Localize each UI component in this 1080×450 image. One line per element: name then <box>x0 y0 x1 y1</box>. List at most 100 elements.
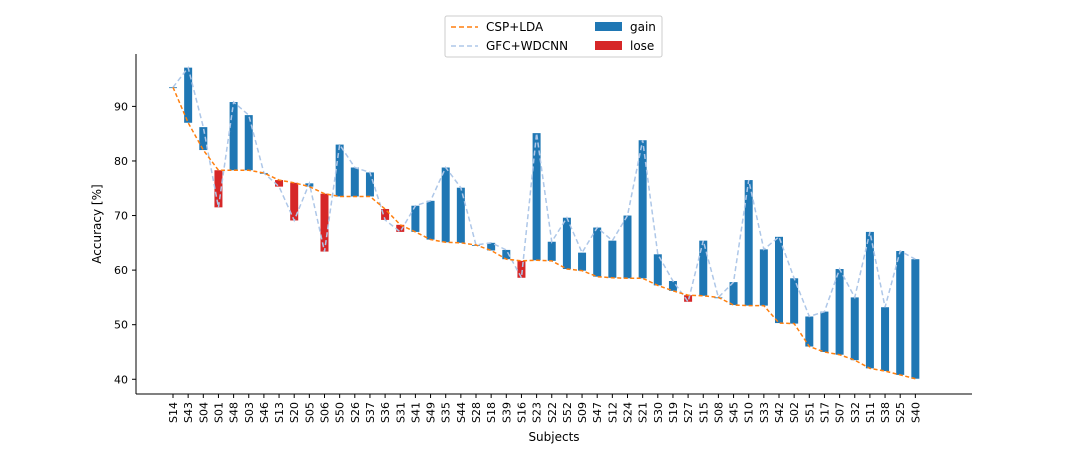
x-tick-label-s14: S14 <box>167 402 180 423</box>
lose-bar-s36 <box>381 208 390 220</box>
y-tick-label-60: 60 <box>114 264 128 277</box>
y-tick-label-40: 40 <box>114 373 128 386</box>
x-tick-label-s03: S03 <box>243 402 256 423</box>
x-tick-label-s08: S08 <box>712 402 725 423</box>
x-tick-label-s42: S42 <box>773 402 786 423</box>
gain-bar-s30 <box>653 254 662 286</box>
gain-bar-s12 <box>608 240 617 278</box>
x-tick-label-s20: S20 <box>288 402 301 423</box>
gain-bar-s02 <box>790 278 799 324</box>
gain-bar-s43 <box>184 67 193 123</box>
x-axis-title: Subjects <box>528 430 579 444</box>
x-tick-label-s07: S07 <box>834 402 847 423</box>
x-tick-label-s50: S50 <box>334 402 347 423</box>
legend-model-label: GFC+WDCNN <box>486 39 568 53</box>
x-tick-label-s48: S48 <box>228 402 241 423</box>
gain-bar-s24 <box>623 215 632 279</box>
x-tick-label-s04: S04 <box>197 402 210 423</box>
gain-bar-s32 <box>850 297 859 361</box>
lose-bar-s20 <box>290 182 299 221</box>
x-tick-label-s32: S32 <box>849 402 862 423</box>
x-tick-label-s27: S27 <box>682 402 695 423</box>
lose-bar-s31 <box>396 224 405 232</box>
x-tick-label-s13: S13 <box>273 402 286 423</box>
gain-bar-s38 <box>881 307 890 372</box>
x-tick-label-s38: S38 <box>879 402 892 423</box>
y-tick-label-70: 70 <box>114 210 128 223</box>
x-tick-label-s37: S37 <box>364 402 377 423</box>
x-tick-label-s18: S18 <box>485 402 498 423</box>
x-tick-label-s44: S44 <box>455 402 468 423</box>
x-tick-label-s16: S16 <box>515 402 528 423</box>
x-tick-label-s24: S24 <box>622 402 635 423</box>
gain-bar-s18 <box>487 242 496 251</box>
bars-layer <box>169 67 920 379</box>
x-tick-label-s45: S45 <box>728 402 741 423</box>
lose-bar-s13 <box>275 180 284 187</box>
gain-bar-s44 <box>456 187 465 243</box>
gain-bar-s33 <box>759 249 768 306</box>
y-tick-label-50: 50 <box>114 319 128 332</box>
gain-bar-s39 <box>502 249 511 260</box>
x-tick-label-s09: S09 <box>576 402 589 423</box>
gain-bar-s41 <box>411 205 420 232</box>
gain-bar-s03 <box>244 115 253 171</box>
gain-bar-s35 <box>441 167 450 243</box>
gain-bar-s21 <box>638 140 647 279</box>
gain-bar-s09 <box>578 252 587 271</box>
gain-bar-s15 <box>699 240 708 296</box>
lose-bar-s27 <box>684 295 693 302</box>
y-tick-label-90: 90 <box>114 100 128 113</box>
x-tick-label-s05: S05 <box>303 402 316 423</box>
x-tick-label-s33: S33 <box>758 402 771 423</box>
x-tick-label-s40: S40 <box>909 402 922 423</box>
lines-layer <box>172 65 916 380</box>
legend-gain-label: gain <box>630 20 656 34</box>
x-tick-label-s11: S11 <box>864 402 877 423</box>
gain-bar-s17 <box>820 311 829 352</box>
gain-bar-s22 <box>547 241 556 261</box>
model-series-line <box>172 65 916 318</box>
y-tick-label-80: 80 <box>114 155 128 168</box>
x-tick-label-s41: S41 <box>409 402 422 423</box>
lose-bar-s16 <box>517 260 526 278</box>
x-tick-label-s22: S22 <box>546 402 559 423</box>
x-tick-label-s30: S30 <box>652 402 665 423</box>
x-tick-label-s26: S26 <box>349 402 362 423</box>
gain-bar-s45 <box>729 282 738 306</box>
x-tick-label-s25: S25 <box>894 402 907 423</box>
gain-bar-s10 <box>744 180 753 306</box>
gain-bar-s47 <box>593 227 602 277</box>
gain-bar-s37 <box>365 172 374 197</box>
baseline-series-line <box>172 86 916 380</box>
legend-lose-label: lose <box>630 39 654 53</box>
gain-bar-s42 <box>775 236 783 324</box>
y-axis-title: Accuracy [%] <box>90 184 104 263</box>
x-tick-label-s46: S46 <box>258 402 271 423</box>
x-tick-label-s23: S23 <box>531 402 544 423</box>
x-tick-label-s49: S49 <box>425 402 438 423</box>
gain-bar-s26 <box>350 167 359 197</box>
x-tick-label-s02: S02 <box>788 402 801 423</box>
gain-bar-s25 <box>896 251 905 375</box>
gain-bar-s52 <box>562 217 571 270</box>
lose-bar-s06 <box>320 193 329 252</box>
x-tick-label-s43: S43 <box>182 402 195 423</box>
x-tick-label-s12: S12 <box>606 402 619 423</box>
gain-bar-s49 <box>426 200 435 240</box>
x-tick-label-s06: S06 <box>319 402 332 423</box>
gain-bar-s11 <box>865 231 874 369</box>
x-tick-label-s52: S52 <box>561 402 574 423</box>
legend-baseline-label: CSP+LDA <box>486 20 544 34</box>
gain-bar-s23 <box>532 133 541 261</box>
x-tick-label-s15: S15 <box>697 402 710 423</box>
gain-bar-s07 <box>835 269 844 355</box>
x-tick-label-s51: S51 <box>803 402 816 423</box>
x-tick-label-s31: S31 <box>394 402 407 423</box>
gain-bar-s48 <box>229 102 238 171</box>
legend-gain-swatch <box>595 22 622 31</box>
x-tick-label-s39: S39 <box>500 402 513 423</box>
x-tick-label-s36: S36 <box>379 402 392 423</box>
